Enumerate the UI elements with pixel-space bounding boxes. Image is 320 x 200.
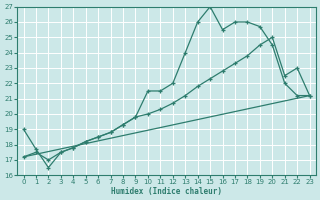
X-axis label: Humidex (Indice chaleur): Humidex (Indice chaleur): [111, 187, 222, 196]
